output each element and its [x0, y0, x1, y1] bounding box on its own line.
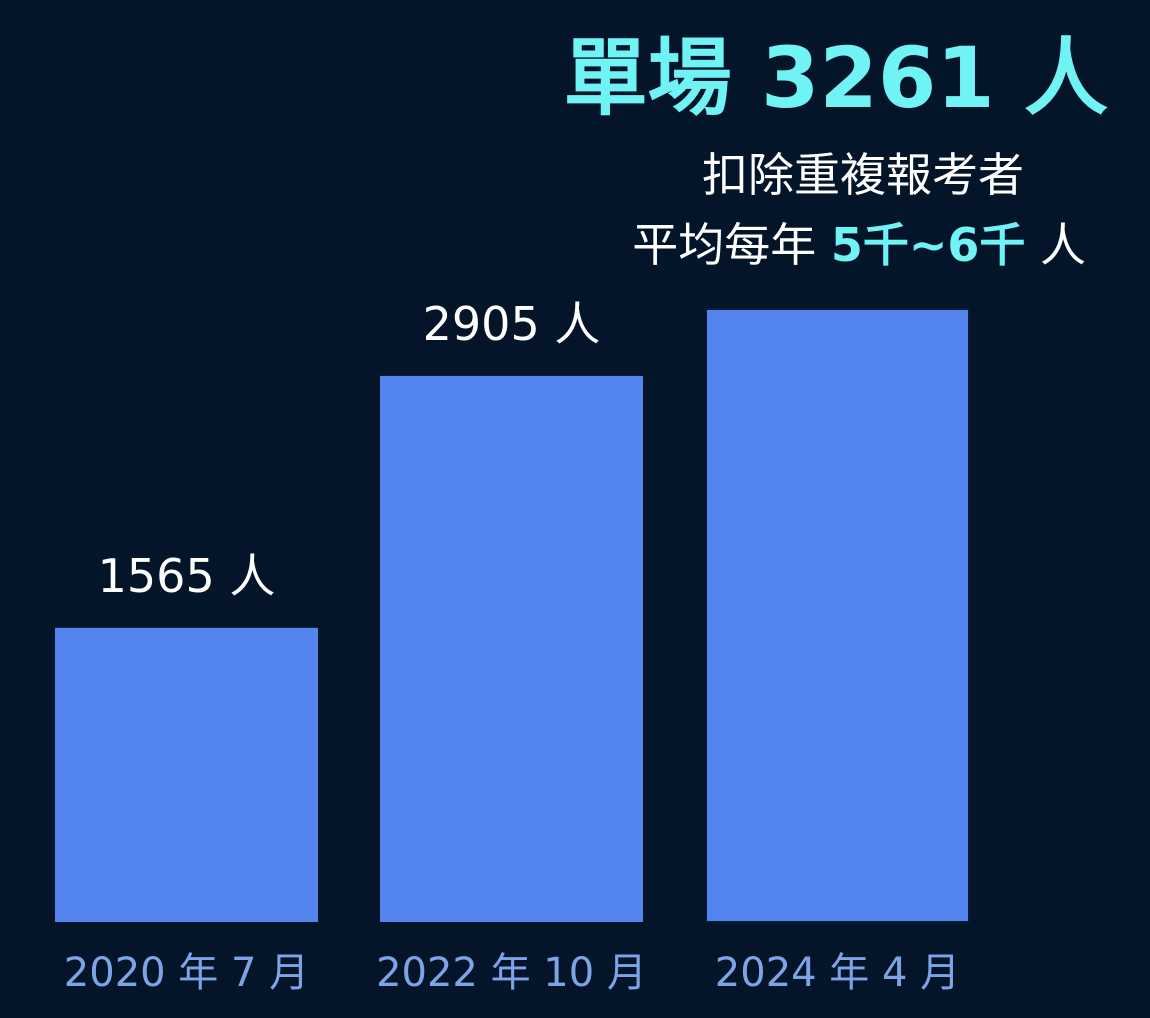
note-line-1-text: 扣除重複報考者	[702, 148, 1024, 202]
category-label-2: 2022 年 10 月	[376, 950, 647, 996]
headline-prefix: 單場	[563, 29, 732, 127]
bar-3	[705, 308, 970, 923]
bar-2-value-label: 2905 人	[423, 297, 601, 351]
note-line-2-value: 5千~6千	[830, 218, 1026, 272]
note-line-2-prefix: 平均每年	[632, 218, 817, 272]
note-line-2: 平均每年 5千~6千 人	[632, 222, 1086, 268]
category-label-1: 2020 年 7 月	[64, 950, 309, 996]
category-label-3: 2024 年 4 月	[715, 950, 960, 996]
headline: 單場 3261 人	[564, 36, 1108, 120]
bar-1-value-label: 1565 人	[98, 549, 276, 603]
note-line-1: 扣除重複報考者	[702, 152, 1024, 198]
bar-1	[55, 627, 318, 922]
bar-2	[380, 375, 643, 923]
headline-number: 3261	[760, 29, 995, 127]
headline-suffix: 人	[1023, 29, 1108, 127]
note-line-2-suffix: 人	[1040, 218, 1086, 272]
